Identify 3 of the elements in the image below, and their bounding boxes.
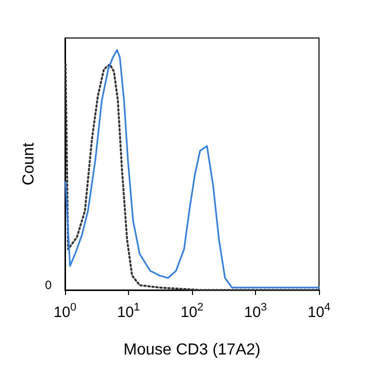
- x-axis-title: Mouse CD3 (17A2): [124, 342, 260, 358]
- y-axis-title: Count: [20, 142, 38, 186]
- text: 0: [45, 278, 52, 292]
